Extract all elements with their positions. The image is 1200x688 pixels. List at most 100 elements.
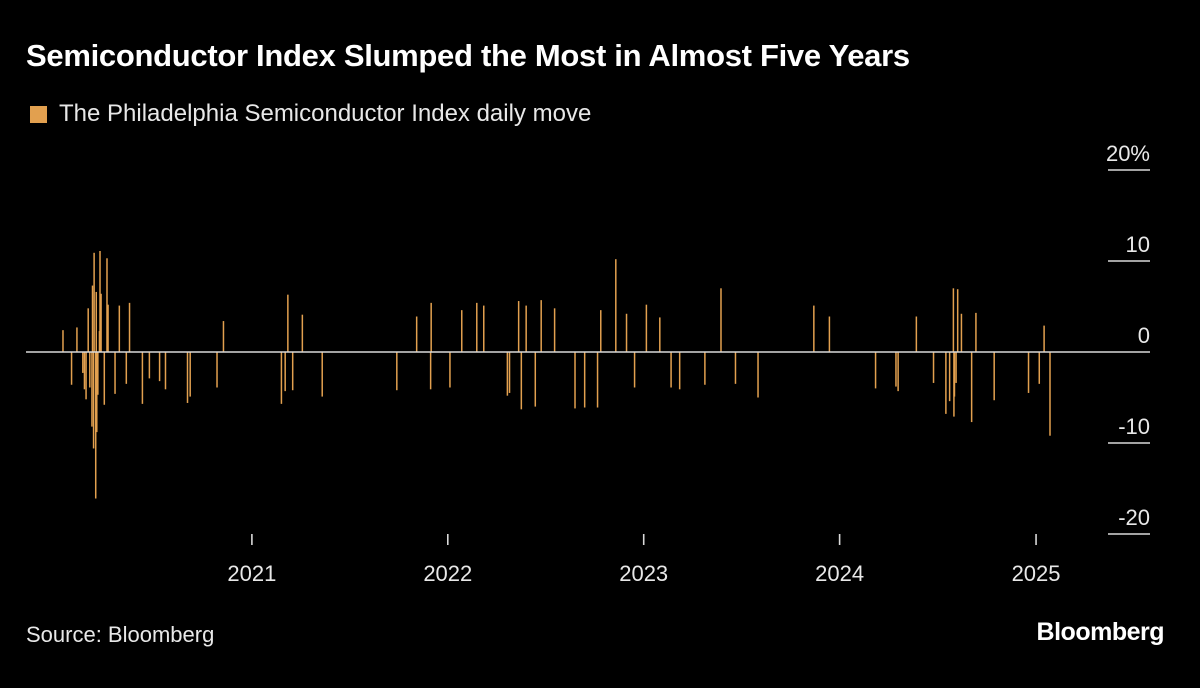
y-tick-label: 0 — [1138, 323, 1150, 348]
daily-move-bar — [508, 352, 511, 393]
y-axis: 20% 10 0 -10 -20 — [1106, 141, 1150, 535]
x-tick-label: 2025 — [1012, 561, 1061, 586]
daily-move-bar — [948, 352, 951, 402]
daily-move-bars — [62, 250, 1051, 499]
daily-move-bar — [429, 352, 432, 390]
daily-move-bar — [85, 352, 87, 400]
chart-title: Semiconductor Index Slumped the Most in … — [26, 38, 910, 73]
daily-move-bar — [757, 352, 759, 398]
daily-move-bar — [955, 352, 957, 383]
daily-move-bar — [975, 312, 977, 352]
daily-move-bar — [284, 352, 286, 392]
daily-move-bar — [89, 352, 91, 388]
daily-move-bar — [506, 352, 509, 396]
x-tick-label: 2021 — [227, 561, 276, 586]
legend: The Philadelphia Semiconductor Index dai… — [30, 99, 591, 129]
x-tick-label: 2023 — [619, 561, 668, 586]
daily-move-bar — [540, 300, 542, 352]
y-tick-label: -10 — [1118, 414, 1150, 439]
daily-move-bar — [1027, 352, 1030, 393]
daily-move-bar — [960, 313, 963, 352]
daily-move-bar — [396, 352, 398, 391]
daily-move-bar — [189, 352, 191, 397]
daily-move-bar — [76, 327, 78, 352]
daily-move-bar — [897, 352, 899, 392]
daily-move-bar — [670, 352, 672, 388]
x-tick-label: 2024 — [815, 561, 864, 586]
daily-move-bar — [83, 352, 86, 390]
daily-move-bar — [534, 352, 537, 407]
daily-move-bar — [103, 352, 106, 405]
daily-move-bar — [99, 250, 101, 352]
daily-move-bar — [633, 352, 636, 388]
daily-move-bar — [91, 285, 94, 352]
daily-move-bar — [553, 308, 556, 352]
daily-move-bar — [574, 352, 576, 409]
daily-move-bar — [128, 302, 131, 352]
daily-move-bar — [915, 316, 918, 352]
daily-move-bar — [91, 352, 93, 427]
source-note: Source: Bloomberg — [26, 622, 215, 647]
daily-move-bar — [461, 310, 463, 352]
daily-move-bar — [596, 352, 599, 408]
daily-move-bar — [525, 305, 527, 352]
daily-move-bar — [645, 304, 648, 352]
daily-move-bar — [158, 352, 161, 382]
daily-move-bar — [678, 352, 681, 390]
daily-move-bar — [125, 352, 128, 384]
daily-move-bar — [301, 314, 304, 352]
daily-move-bar — [952, 288, 955, 352]
daily-move-bar — [953, 352, 956, 397]
daily-move-bar — [118, 305, 121, 352]
daily-move-bar — [520, 352, 523, 410]
daily-move-bar — [659, 317, 661, 352]
daily-move-bar — [287, 294, 289, 352]
daily-move-bar — [956, 289, 959, 352]
daily-move-bar — [720, 288, 722, 352]
daily-move-bar — [625, 313, 628, 352]
daily-move-bar — [874, 352, 877, 389]
daily-move-bar — [141, 352, 144, 404]
daily-move-bar — [94, 352, 97, 499]
daily-move-bar — [96, 352, 98, 433]
daily-move-bar — [186, 352, 189, 403]
daily-move-bar — [1038, 352, 1041, 384]
y-tick-label: 10 — [1126, 232, 1150, 257]
daily-move-bar — [164, 352, 167, 390]
x-tick-label: 2022 — [423, 561, 472, 586]
daily-move-bar — [704, 352, 706, 385]
daily-move-bar — [600, 310, 602, 352]
daily-move-bar — [813, 305, 815, 352]
daily-move-bar — [62, 330, 64, 352]
legend-swatch — [30, 105, 47, 123]
daily-move-bar — [945, 352, 947, 414]
daily-move-bar — [106, 258, 108, 352]
daily-move-bar — [1049, 352, 1051, 436]
y-tick-label: 20% — [1106, 141, 1150, 166]
daily-move-bar — [87, 308, 89, 352]
y-tick-label: -20 — [1118, 505, 1150, 530]
daily-move-bar — [95, 291, 97, 352]
daily-move-bar — [107, 304, 109, 352]
daily-move-bar — [97, 352, 99, 395]
daily-move-bar — [222, 321, 225, 352]
daily-move-bar — [1043, 325, 1045, 352]
daily-move-bar — [583, 352, 586, 408]
daily-move-bar — [321, 352, 323, 397]
daily-move-bar — [993, 352, 995, 401]
daily-move-bar — [291, 352, 294, 391]
daily-move-bar — [216, 352, 218, 388]
daily-move-bar — [114, 352, 116, 394]
daily-move-bar — [970, 352, 973, 423]
daily-move-bar — [828, 316, 831, 352]
daily-move-bar — [932, 352, 935, 383]
daily-move-bar — [93, 252, 95, 352]
daily-move-bar — [280, 352, 283, 404]
bloomberg-logo: Bloomberg — [1036, 618, 1165, 646]
daily-move-bar — [517, 301, 520, 352]
daily-move-bar — [476, 302, 478, 352]
daily-move-bar — [895, 352, 897, 387]
daily-move-bar — [734, 352, 737, 384]
x-axis: 2021 2022 2023 2024 2025 — [227, 534, 1061, 586]
